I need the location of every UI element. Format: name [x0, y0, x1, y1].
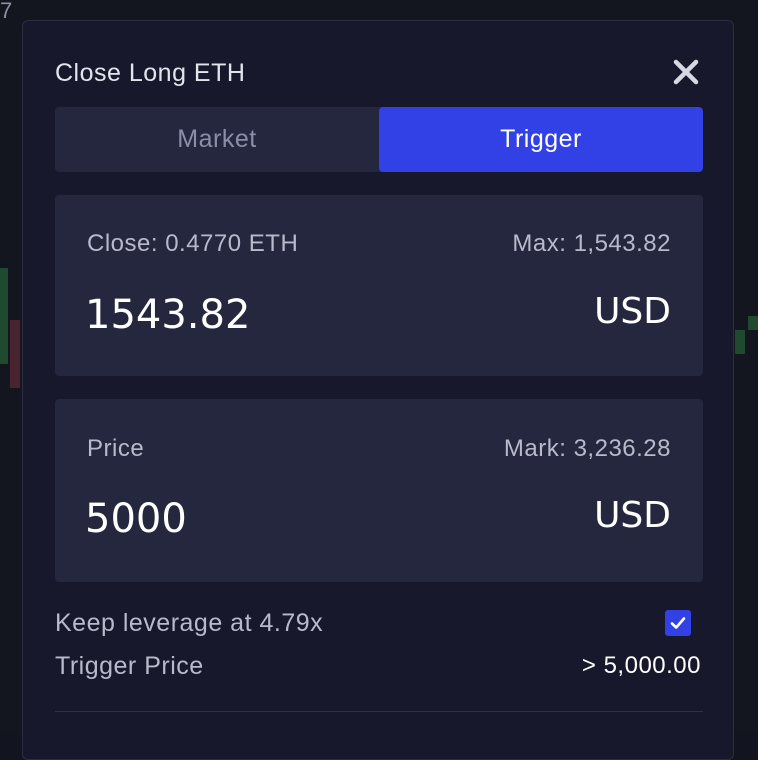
price-label: Price: [87, 435, 145, 462]
background-candle: [10, 320, 20, 388]
background-candle: [748, 316, 758, 330]
modal-title: Close Long ETH: [55, 59, 246, 87]
keep-leverage-label: Keep leverage at 4.79x: [55, 609, 324, 637]
trigger-price-label: Trigger Price: [55, 652, 204, 680]
close-amount-unit: USD: [594, 291, 671, 332]
max-amount-button[interactable]: Max: 1,543.82: [512, 230, 671, 257]
close-position-modal: Close Long ETH Market Trigger Close: 0.4…: [22, 20, 734, 760]
price-card: Price Mark: 3,236.28 USD: [55, 399, 703, 582]
background-axis-label: 7: [0, 0, 13, 23]
divider: [55, 711, 703, 712]
checkmark-icon: [670, 617, 686, 629]
background-candle: [0, 268, 8, 364]
close-amount-label: Close: 0.4770 ETH: [87, 230, 299, 257]
close-button[interactable]: [669, 55, 703, 89]
mark-price-label: Mark: 3,236.28: [503, 435, 671, 462]
close-amount-input[interactable]: [85, 291, 505, 339]
price-unit: USD: [594, 495, 671, 536]
order-type-tabs: Market Trigger: [55, 107, 703, 172]
tab-market[interactable]: Market: [177, 125, 257, 153]
tab-trigger[interactable]: Trigger: [379, 107, 703, 172]
close-amount-card: Close: 0.4770 ETH Max: 1,543.82 USD: [55, 195, 703, 376]
price-input[interactable]: [85, 495, 505, 543]
keep-leverage-checkbox[interactable]: [665, 610, 691, 636]
background-candle: [735, 330, 745, 354]
trigger-price-value: > 5,000.00: [581, 652, 701, 679]
close-icon: [673, 59, 699, 85]
